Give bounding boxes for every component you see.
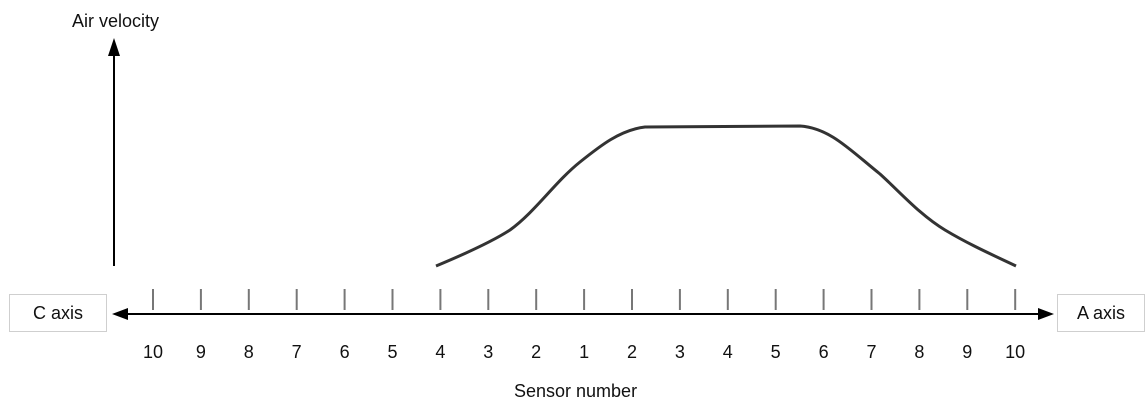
x-axis-ticks — [152, 289, 1017, 310]
tick-label: 9 — [962, 342, 973, 362]
a-axis-label-box: A axis — [1057, 294, 1145, 332]
x-axis-right-arrowhead — [1038, 308, 1054, 320]
tick-label: 4 — [435, 342, 446, 362]
y-axis-arrowhead — [108, 38, 120, 56]
tick-label: 4 — [722, 342, 733, 362]
tick-label: 6 — [339, 342, 350, 362]
tick-label: 2 — [626, 342, 637, 362]
tick-label: 10 — [1005, 342, 1026, 362]
tick-label: 2 — [531, 342, 542, 362]
tick-label: 3 — [483, 342, 494, 362]
x-axis-left-arrowhead — [112, 308, 128, 320]
tick-label: 10 — [142, 342, 164, 362]
x-axis-label: Sensor number — [514, 381, 638, 401]
tick-label: 6 — [818, 342, 829, 362]
tick-label: 5 — [387, 342, 398, 362]
tick-label: 1 — [579, 342, 590, 362]
tick-label: 5 — [770, 342, 781, 362]
tick-label: 3 — [674, 342, 685, 362]
tick-label: 9 — [195, 342, 206, 362]
c-axis-label: C axis — [32, 303, 83, 323]
a-axis-label: A axis — [1076, 303, 1126, 323]
y-axis-label: Air velocity — [72, 11, 160, 31]
tick-label: 7 — [866, 342, 877, 362]
air-velocity-curve — [435, 124, 1017, 268]
tick-label: 8 — [243, 342, 254, 362]
tick-label: 8 — [914, 342, 925, 362]
c-axis-label-box: C axis — [9, 294, 107, 332]
tick-label: 7 — [291, 342, 302, 362]
